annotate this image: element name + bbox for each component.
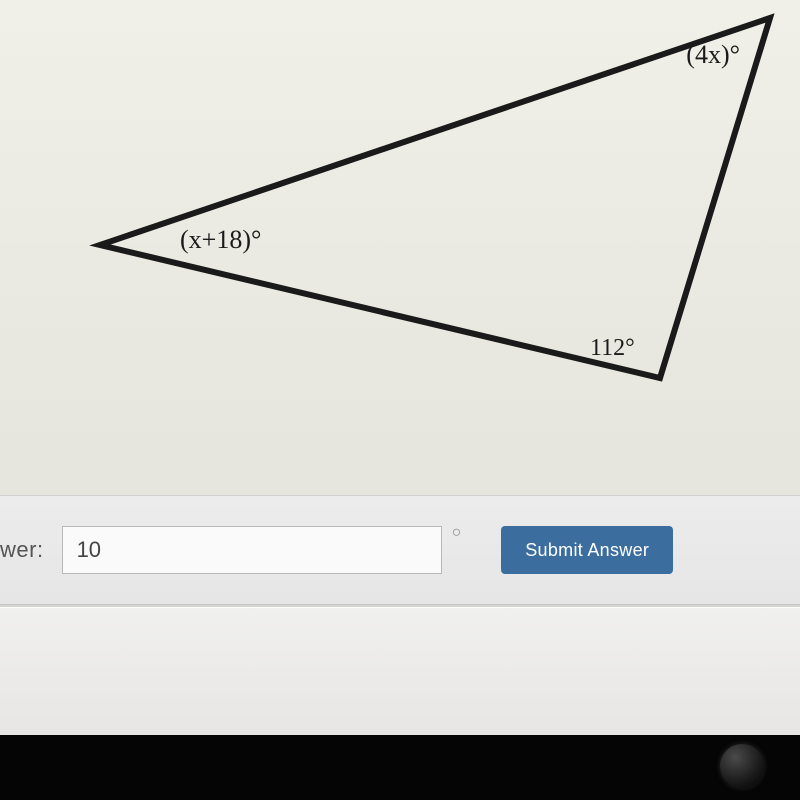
triangle-shape — [100, 18, 770, 378]
lower-panel — [0, 605, 800, 735]
answer-label: wer: — [0, 537, 44, 563]
hp-logo-icon — [720, 744, 764, 788]
angle-label-left: (x+18)° — [180, 225, 261, 255]
angle-label-bottom: 112° — [590, 335, 635, 362]
answer-input[interactable] — [62, 526, 442, 574]
angle-label-top: (4x)° — [686, 40, 740, 70]
answer-bar: wer: ○ Submit Answer — [0, 495, 800, 605]
triangle-svg — [0, 0, 800, 480]
degree-icon: ○ — [452, 524, 462, 542]
diagram-area: (4x)° (x+18)° 112° — [0, 0, 800, 480]
submit-answer-button[interactable]: Submit Answer — [501, 526, 673, 574]
device-bezel — [0, 735, 800, 800]
